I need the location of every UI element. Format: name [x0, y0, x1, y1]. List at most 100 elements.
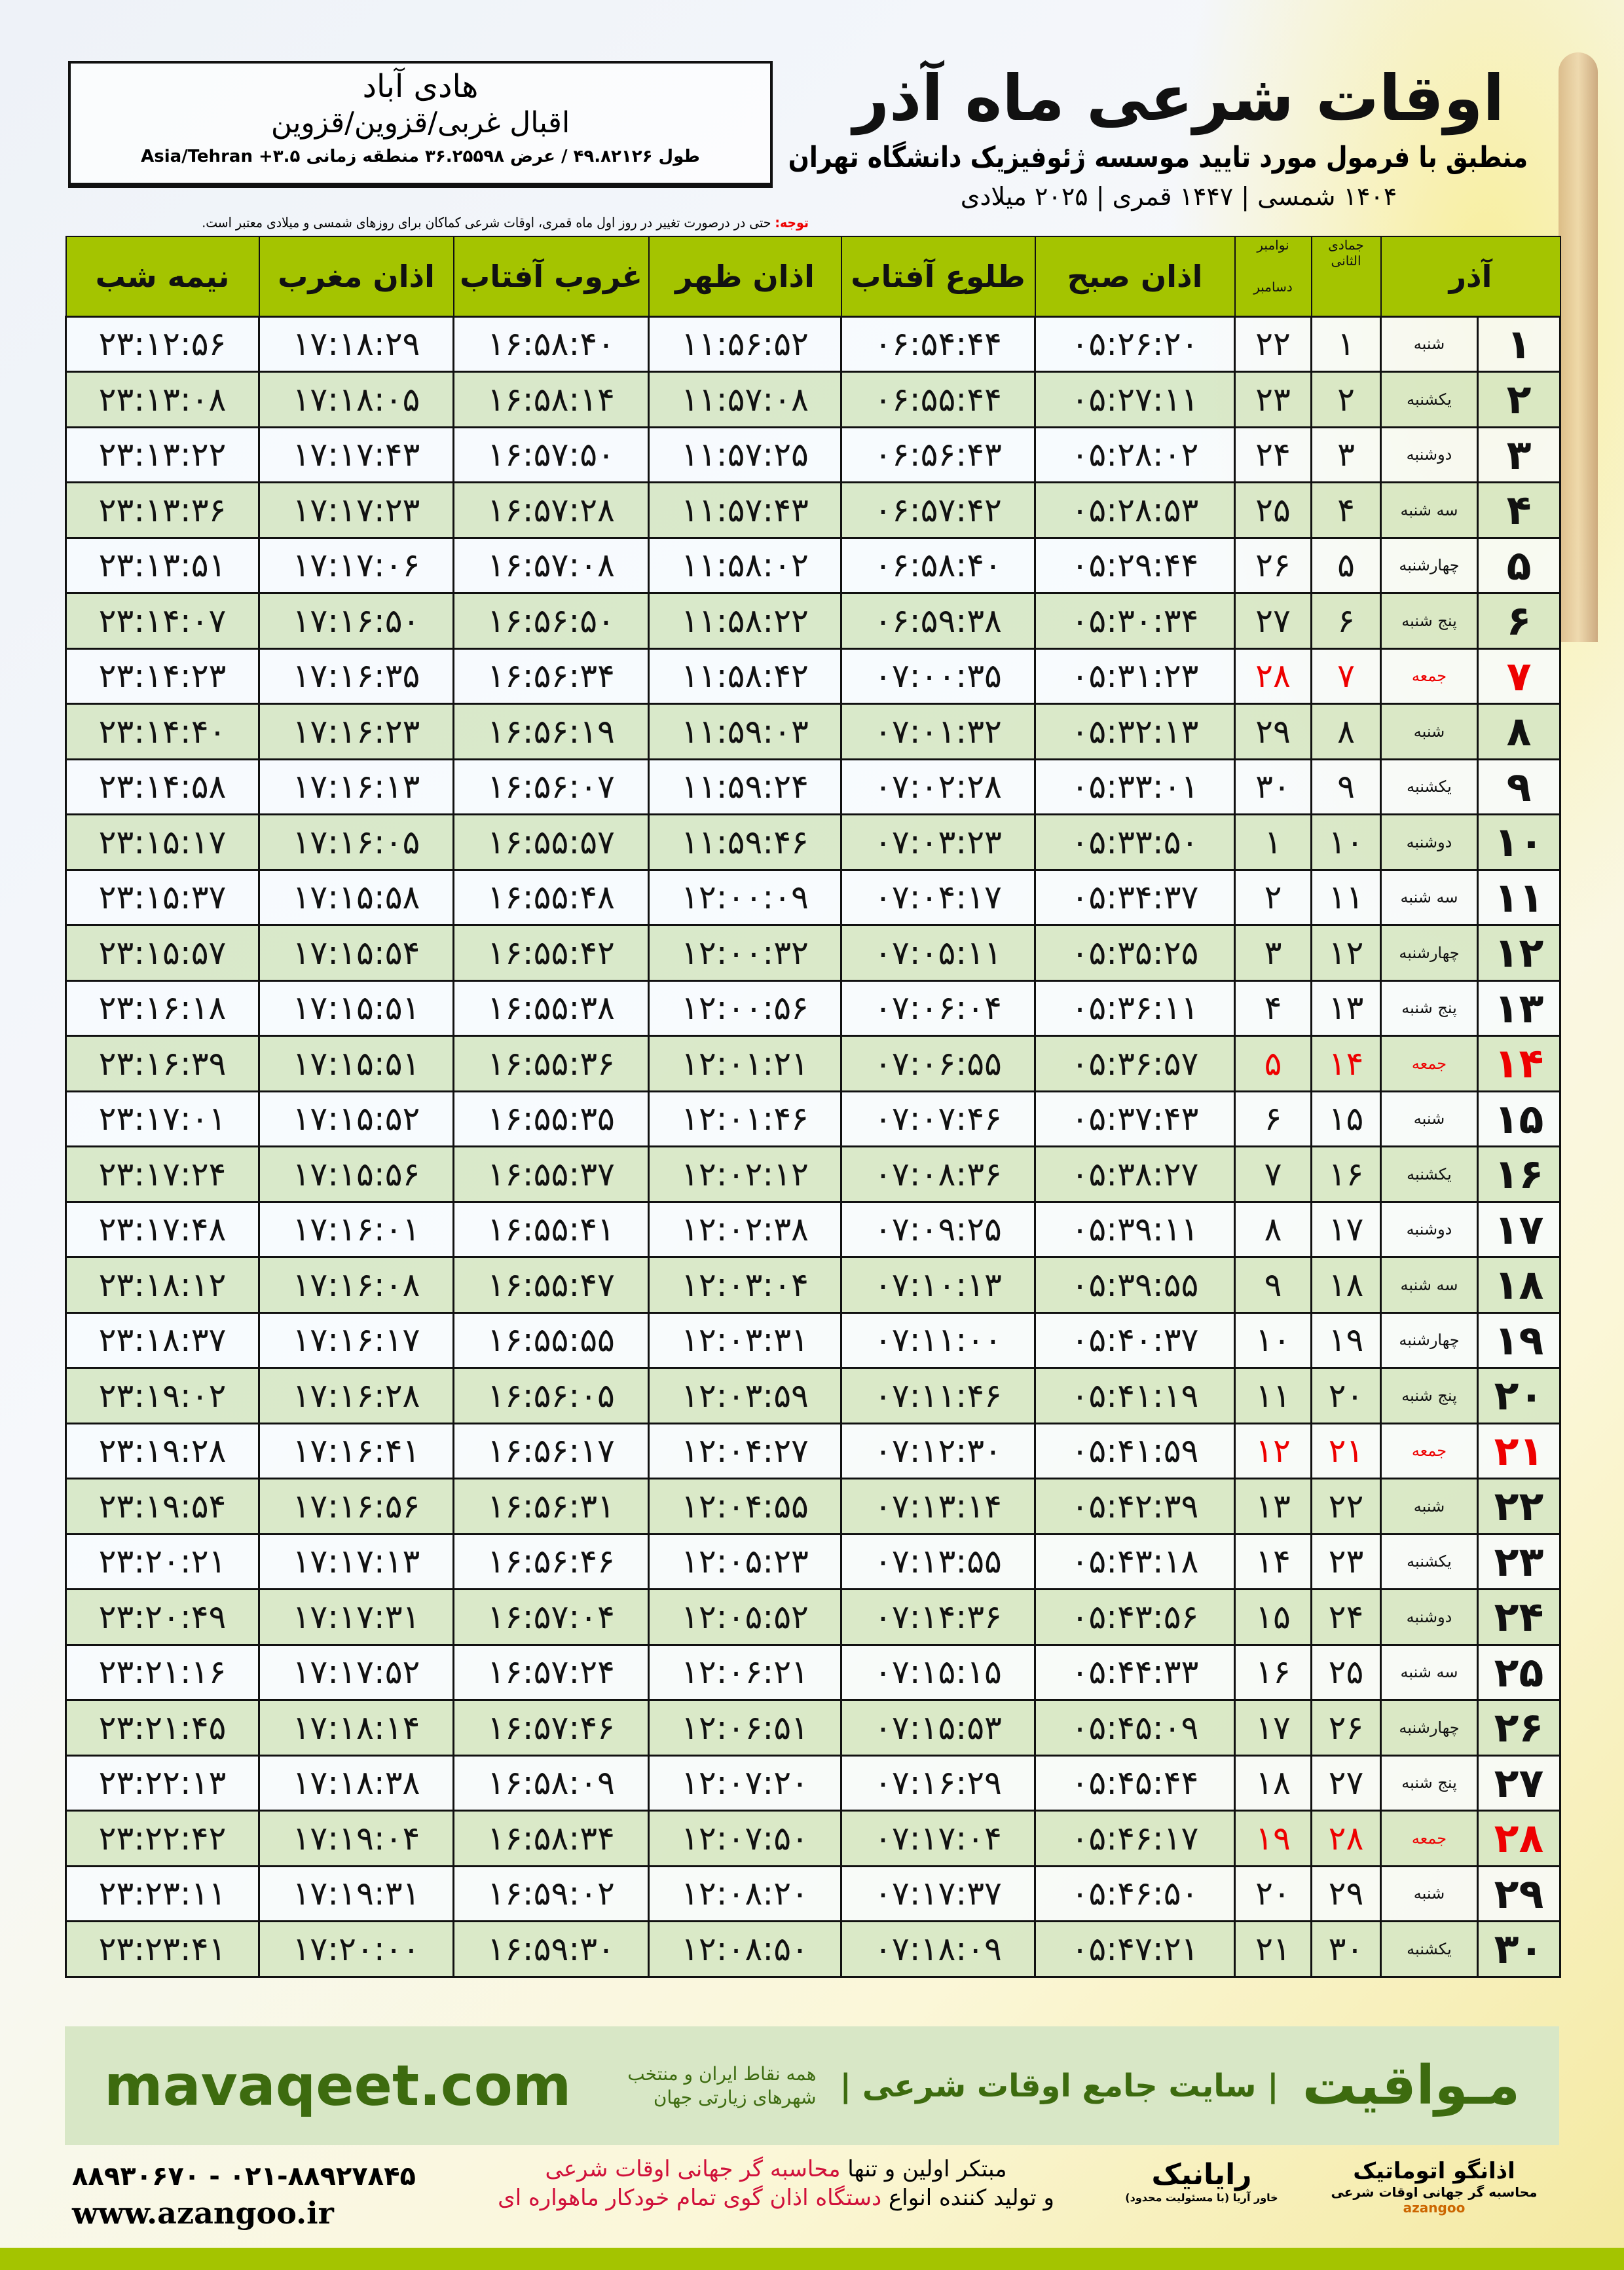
cell-fajr: ۰۵:۴۳:۱۸ — [1034, 1533, 1236, 1590]
cell-dec-day: ۷ — [1234, 1145, 1312, 1203]
cell-dec-day: ۲۷ — [1234, 592, 1312, 650]
cell-weekday: یکشنبه — [1379, 1533, 1479, 1590]
cell-jumada-day: ۶ — [1310, 592, 1382, 650]
cell-dhuhr: ۱۲:۰۳:۳۱ — [648, 1311, 842, 1369]
cell-azar-day: ۲۰ — [1477, 1367, 1562, 1424]
cell-sunrise: ۰۷:۱۶:۲۹ — [840, 1754, 1036, 1812]
cell-midnight: ۲۳:۱۷:۴۸ — [65, 1200, 260, 1258]
cell-weekday: سه شنبه — [1379, 868, 1479, 926]
cell-weekday: چهارشنبه — [1379, 1311, 1479, 1369]
cell-maghrib: ۱۷:۱۶:۰۱ — [258, 1200, 454, 1258]
rayanik-logo-sub: خاور آریا (با مسئولیت محدود) — [1125, 2191, 1278, 2204]
mavaqeet-url[interactable]: mavaqeet.com — [104, 2053, 572, 2119]
cell-weekday: سه شنبه — [1379, 481, 1479, 539]
col-dec-label: دسامبر — [1253, 279, 1293, 295]
cell-fajr: ۰۵:۴۴:۳۳ — [1034, 1643, 1236, 1701]
banner-tagline: | سایت جامع اوقات شرعی | — [840, 2067, 1279, 2104]
cell-maghrib: ۱۷:۱۶:۲۸ — [258, 1367, 454, 1424]
cell-fajr: ۰۵:۴۶:۵۰ — [1034, 1865, 1236, 1922]
cell-fajr: ۰۵:۳۸:۲۷ — [1034, 1145, 1236, 1203]
cell-azar-day: ۸ — [1477, 703, 1562, 760]
coordinates: طول ۴۹.۸۲۱۲۶ / عرض ۳۶.۲۵۵۹۸ منطقه زمانی … — [141, 147, 700, 166]
cell-midnight: ۲۳:۱۸:۱۲ — [65, 1256, 260, 1314]
cell-dhuhr: ۱۲:۰۸:۲۰ — [648, 1865, 842, 1922]
cell-midnight: ۲۳:۱۷:۲۴ — [65, 1145, 260, 1203]
cell-sunset: ۱۶:۵۸:۴۰ — [452, 315, 650, 373]
table-row: ۱۶ یکشنبه ۱۶ ۷ ۰۵:۳۸:۲۷ ۰۷:۰۸:۳۶ ۱۲:۰۲:۱۲ ۱۶:۵۵… — [65, 1145, 1562, 1203]
cell-dec-day: ۲۸ — [1234, 647, 1312, 705]
cell-weekday: دوشنبه — [1379, 1588, 1479, 1646]
cell-dhuhr: ۱۲:۰۴:۲۷ — [648, 1422, 842, 1479]
cell-jumada-day: ۲۵ — [1310, 1643, 1382, 1701]
cell-sunrise: ۰۶:۵۵:۴۴ — [840, 371, 1036, 428]
year-line: ۱۴۰۴ شمسی | ۱۴۴۷ قمری | ۲۰۲۵ میلادی — [960, 182, 1397, 211]
cell-dhuhr: ۱۱:۵۷:۲۵ — [648, 426, 842, 483]
azangoo-logo-sub: محاسبه گر جهانی اوقات شرعی — [1331, 2184, 1538, 2200]
cell-sunset: ۱۶:۵۹:۰۲ — [452, 1865, 650, 1922]
cell-sunset: ۱۶:۵۶:۳۴ — [452, 647, 650, 705]
cell-dhuhr: ۱۱:۵۹:۲۴ — [648, 758, 842, 815]
cell-azar-day: ۲۷ — [1477, 1754, 1562, 1812]
cell-fajr: ۰۵:۲۸:۰۲ — [1034, 426, 1236, 483]
cell-dec-day: ۱ — [1234, 813, 1312, 871]
cell-jumada-day: ۱۹ — [1310, 1311, 1382, 1369]
cell-sunrise: ۰۷:۰۰:۳۵ — [840, 647, 1036, 705]
footer-line2b: دستگاه اذان گوی تمام خودکار ماهواره ای — [498, 2185, 882, 2211]
cell-jumada-day: ۱۳ — [1310, 979, 1382, 1037]
cell-fajr: ۰۵:۳۰:۳۴ — [1034, 592, 1236, 650]
cell-jumada-day: ۸ — [1310, 703, 1382, 760]
cell-midnight: ۲۳:۱۸:۳۷ — [65, 1311, 260, 1369]
azangoo-logo: اذانگو اتوماتیک محاسبه گر جهانی اوقات شرع… — [1310, 2158, 1559, 2216]
cell-sunrise: ۰۷:۰۴:۱۷ — [840, 868, 1036, 926]
cell-sunset: ۱۶:۵۷:۵۰ — [452, 426, 650, 483]
cell-dhuhr: ۱۲:۰۷:۲۰ — [648, 1754, 842, 1812]
table-row: ۳۰ یکشنبه ۳۰ ۲۱ ۰۵:۴۷:۲۱ ۰۷:۱۸:۰۹ ۱۲:۰۸:۵۰ ۱۶:۵… — [65, 1920, 1562, 1978]
cell-fajr: ۰۵:۴۰:۳۷ — [1034, 1311, 1236, 1369]
cell-sunrise: ۰۷:۱۰:۱۳ — [840, 1256, 1036, 1314]
azangoo-website[interactable]: www.azangoo.ir — [72, 2195, 334, 2231]
col-maghrib: اذان مغرب — [258, 236, 454, 317]
cell-dhuhr: ۱۲:۰۵:۵۲ — [648, 1588, 842, 1646]
cell-sunset: ۱۶:۵۶:۱۷ — [452, 1422, 650, 1479]
cell-sunrise: ۰۷:۱۷:۰۴ — [840, 1810, 1036, 1867]
cell-fajr: ۰۵:۳۹:۵۵ — [1034, 1256, 1236, 1314]
cell-midnight: ۲۳:۱۴:۲۳ — [65, 647, 260, 705]
cell-azar-day: ۵ — [1477, 536, 1562, 594]
cell-jumada-day: ۲۲ — [1310, 1478, 1382, 1535]
notice-text: حتی در درصورت تغییر در روز اول ماه قمری،… — [202, 215, 775, 231]
table-row: ۲۸ جمعه ۲۸ ۱۹ ۰۵:۴۶:۱۷ ۰۷:۱۷:۰۴ ۱۲:۰۷:۵۰ ۱۶:۵۸:… — [65, 1810, 1562, 1867]
cell-dec-day: ۲۰ — [1234, 1865, 1312, 1922]
cell-maghrib: ۱۷:۱۸:۳۸ — [258, 1754, 454, 1812]
cell-weekday: جمعه — [1379, 647, 1479, 705]
cell-sunset: ۱۶:۵۸:۱۴ — [452, 371, 650, 428]
cell-azar-day: ۲۶ — [1477, 1699, 1562, 1757]
cell-weekday: یکشنبه — [1379, 371, 1479, 428]
cell-dec-day: ۱۴ — [1234, 1533, 1312, 1590]
cell-dhuhr: ۱۲:۰۰:۵۶ — [648, 979, 842, 1037]
footer-contact: ۰۲۱-۸۸۹۲۷۸۴۵ - ۸۸۹۳۰۶۷۰ www.azangoo.ir — [72, 2158, 439, 2231]
cell-sunset: ۱۶:۵۶:۰۵ — [452, 1367, 650, 1424]
cell-sunrise: ۰۷:۱۵:۱۵ — [840, 1643, 1036, 1701]
cell-fajr: ۰۵:۲۹:۴۴ — [1034, 536, 1236, 594]
prayer-times-table: آذر جمادی الثانی نوامبر دسامبر اذان صبح ط… — [65, 236, 1562, 1978]
cell-azar-day: ۴ — [1477, 481, 1562, 539]
cell-midnight: ۲۳:۱۳:۳۶ — [65, 481, 260, 539]
cell-azar-day: ۲۳ — [1477, 1533, 1562, 1590]
cell-fajr: ۰۵:۴۶:۱۷ — [1034, 1810, 1236, 1867]
phone-numbers: ۰۲۱-۸۸۹۲۷۸۴۵ - ۸۸۹۳۰۶۷۰ — [72, 2161, 416, 2191]
cell-maghrib: ۱۷:۱۷:۵۲ — [258, 1643, 454, 1701]
cell-dec-day: ۵ — [1234, 1035, 1312, 1092]
table-row: ۳ دوشنبه ۳ ۲۴ ۰۵:۲۸:۰۲ ۰۶:۵۶:۴۳ ۱۱:۵۷:۲۵ ۱۶:۵۷:… — [65, 426, 1562, 483]
cell-jumada-day: ۳۰ — [1310, 1920, 1382, 1978]
cell-maghrib: ۱۷:۱۸:۲۹ — [258, 315, 454, 373]
cell-dhuhr: ۱۲:۰۱:۲۱ — [648, 1035, 842, 1092]
cell-midnight: ۲۳:۲۰:۴۹ — [65, 1588, 260, 1646]
cell-fajr: ۰۵:۳۲:۱۳ — [1034, 703, 1236, 760]
cell-sunrise: ۰۶:۵۴:۴۴ — [840, 315, 1036, 373]
cell-sunset: ۱۶:۵۷:۰۸ — [452, 536, 650, 594]
footer-line2a: و تولید کننده انواع — [881, 2185, 1054, 2211]
cell-midnight: ۲۳:۱۳:۲۲ — [65, 426, 260, 483]
rayanik-logo-text: رایانیک — [1151, 2158, 1252, 2191]
cell-dhuhr: ۱۲:۰۸:۵۰ — [648, 1920, 842, 1978]
page-title: اوقات شرعی ماه آذر — [853, 62, 1505, 135]
